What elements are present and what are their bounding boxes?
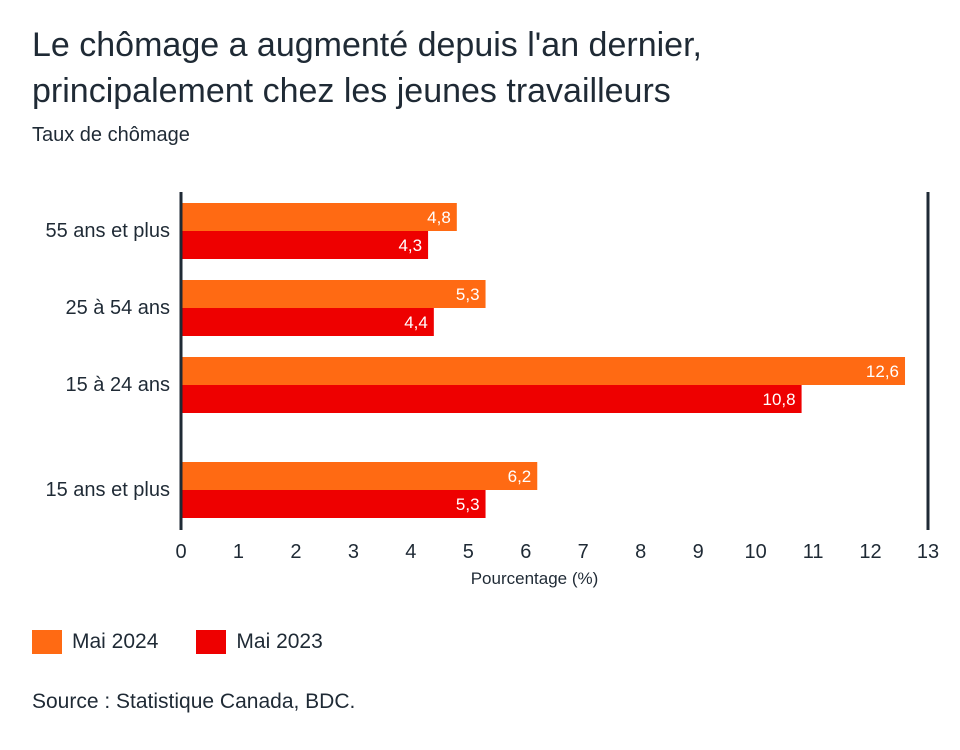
x-tick-label-2: 2 [290,541,301,563]
bar-mai-2023-3 [181,490,486,518]
legend-label-mai-2024: Mai 2024 [72,630,159,653]
x-tick-label-13: 13 [917,541,939,563]
bar-mai-2023-0 [181,231,429,259]
legend-swatch-mai-2024 [32,630,62,654]
category-label-2: 15 à 24 ans [65,374,170,396]
data-label-mai-2024-0: 4,8 [427,208,451,227]
x-tick-label-8: 8 [635,541,646,563]
x-tick-label-3: 3 [348,541,359,563]
data-label-mai-2023-2: 10,8 [762,390,795,409]
bar-mai-2023-1 [181,308,434,336]
data-label-mai-2023-1: 4,4 [404,313,428,332]
bar-mai-2023-2 [181,385,802,413]
x-tick-label-1: 1 [233,541,244,563]
data-label-mai-2024-3: 6,2 [508,467,532,486]
bar-mai-2024-3 [181,462,538,490]
x-tick-label-10: 10 [744,541,766,563]
category-label-1: 25 à 54 ans [65,297,170,319]
data-label-mai-2024-2: 12,6 [866,362,899,381]
bar-mai-2024-0 [181,203,457,231]
category-label-3: 15 ans et plus [45,479,170,501]
x-tick-label-12: 12 [859,541,881,563]
data-label-mai-2023-0: 4,3 [398,236,422,255]
bar-mai-2024-1 [181,280,486,308]
source-note: Source : Statistique Canada, BDC. [32,690,356,713]
legend-item-mai-2023: Mai 2023 [196,630,323,654]
x-tick-label-6: 6 [520,541,531,563]
bar-chart: 4,8 4,3 55 ans et plus 5,3 4,4 25 à 54 ans 12,… [45,192,939,588]
legend-item-mai-2024: Mai 2024 [32,630,158,654]
x-tick-label-0: 0 [175,541,186,563]
x-axis-label: Pourcentage (%) [471,569,599,588]
data-label-mai-2023-3: 5,3 [456,495,480,514]
x-tick-label-5: 5 [463,541,474,563]
x-tick-label-4: 4 [405,541,416,563]
legend-label-mai-2023: Mai 2023 [236,630,323,653]
legend-swatch-mai-2023 [196,630,227,654]
category-label-0: 55 ans et plus [45,220,170,242]
chart-subtitle: Taux de chômage [32,124,190,146]
legend: Mai 2024 Mai 2023 [32,630,361,654]
chart-title: Le chômage a augmenté depuis l'an dernie… [32,26,702,110]
data-label-mai-2024-1: 5,3 [456,285,480,304]
x-tick-label-7: 7 [578,541,589,563]
x-tick-label-9: 9 [693,541,704,563]
x-tick-label-11: 11 [803,541,824,563]
bar-mai-2024-2 [181,357,906,385]
